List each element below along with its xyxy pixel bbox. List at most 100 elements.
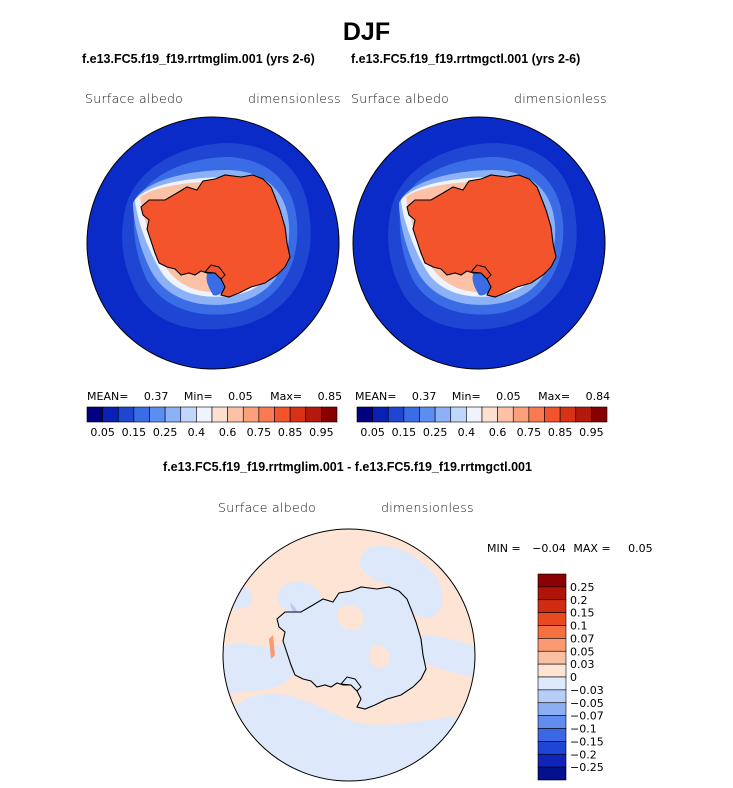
cbar-diff-tick-label: 0 bbox=[570, 671, 577, 684]
cbar-diff-swatch bbox=[537, 766, 567, 781]
cbar-2-tick-label: 0.95 bbox=[579, 426, 604, 439]
cbar-1-swatch bbox=[133, 406, 150, 423]
cbar-diff-tick-label: 0.1 bbox=[570, 620, 588, 633]
panel-1-stats: MEAN= 0.37 Min= 0.05 Max= 0.85 bbox=[87, 390, 342, 403]
cbar-2-swatch bbox=[544, 406, 561, 423]
cbar-1-tick-label: 0.05 bbox=[90, 426, 115, 439]
panel-2-max-value: 0.84 bbox=[585, 390, 611, 403]
diff-panel-stats: MIN = −0.04 MAX = 0.05 bbox=[487, 542, 653, 555]
panel-2-units-label: dimensionless bbox=[514, 91, 607, 106]
cbar-2-swatch bbox=[512, 406, 530, 423]
diff-panel-field-label: Surface albedo bbox=[218, 500, 317, 515]
cbar-diff-tick-label: 0.07 bbox=[570, 632, 595, 645]
cbar-diff-swatch bbox=[537, 715, 567, 729]
cbar-diff-swatch bbox=[537, 599, 567, 613]
cbar-1-tick-label: 0.95 bbox=[309, 426, 334, 439]
cbar-diff-tick-label: 0.15 bbox=[570, 607, 595, 620]
diff-panel-units-label: dimensionless bbox=[381, 500, 474, 515]
cbar-2-swatch bbox=[575, 406, 592, 423]
cbar-1-swatch bbox=[164, 406, 182, 423]
cbar-1-swatch bbox=[117, 406, 135, 423]
cbar-diff-tick-label: 0.25 bbox=[570, 581, 595, 594]
cbar-diff-tick-label: −0.1 bbox=[570, 723, 597, 736]
cbar-1-swatch bbox=[321, 406, 338, 423]
panel-2-mean-label: MEAN= bbox=[355, 390, 397, 403]
panel-1-field-label: Surface albedo bbox=[85, 91, 184, 106]
panel-2-min-label: Min= bbox=[451, 390, 481, 403]
cbar-1-swatch bbox=[180, 406, 197, 423]
cbar-1-swatch bbox=[86, 406, 103, 423]
cbar-diff-swatch bbox=[537, 741, 567, 755]
cbar-1-swatch bbox=[242, 406, 260, 423]
cbar-2-swatch bbox=[419, 406, 436, 423]
diff-panel-colorbar: 0.250.20.150.10.070.050.030−0.03−0.05−0.… bbox=[537, 573, 604, 781]
panel-1-units-label: dimensionless bbox=[248, 91, 341, 106]
cbar-diff-swatch bbox=[537, 689, 567, 704]
cbar-2-swatch bbox=[528, 406, 545, 423]
panel-2-stats: MEAN= 0.37 Min= 0.05 Max= 0.84 bbox=[355, 390, 610, 403]
diff-min-value: −0.04 bbox=[532, 542, 566, 555]
cbar-1-swatch bbox=[305, 406, 322, 423]
cbar-2-swatch bbox=[450, 406, 467, 423]
cbar-1-tick-label: 0.15 bbox=[122, 426, 147, 439]
cbar-1-tick-label: 0.85 bbox=[278, 426, 303, 439]
diff-max-value: 0.05 bbox=[628, 542, 653, 555]
cbar-1-swatch bbox=[211, 406, 228, 423]
cbar-diff-tick-label: −0.25 bbox=[570, 761, 604, 774]
cbar-2-swatch bbox=[559, 406, 577, 423]
cbar-diff-swatch bbox=[537, 753, 567, 768]
cbar-2-swatch bbox=[591, 406, 608, 423]
cbar-2-swatch bbox=[356, 406, 373, 423]
diff-min-label: MIN = bbox=[487, 542, 521, 555]
diff-panel-title: f.e13.FC5.f19_f19.rrtmglim.001 - f.e13.F… bbox=[163, 460, 532, 474]
cbar-2-swatch bbox=[497, 406, 514, 423]
cbar-diff-tick-label: −0.2 bbox=[570, 748, 597, 761]
cbar-2-tick-label: 0.05 bbox=[360, 426, 385, 439]
cbar-1-swatch bbox=[227, 406, 244, 423]
cbar-1-swatch bbox=[274, 406, 291, 423]
panel-1-mean-value: 0.37 bbox=[143, 390, 169, 403]
panel-1-max-value: 0.85 bbox=[317, 390, 343, 403]
cbar-1-tick-label: 0.4 bbox=[188, 426, 206, 439]
cbar-diff-swatch bbox=[537, 586, 567, 601]
cbar-diff-tick-label: 0.2 bbox=[570, 594, 588, 607]
cbar-1-swatch bbox=[258, 406, 275, 423]
cbar-1-swatch bbox=[196, 406, 213, 423]
panel-1-min-label: Min= bbox=[183, 390, 213, 403]
cbar-diff-tick-label: 0.03 bbox=[570, 658, 595, 671]
cbar-diff-swatch bbox=[537, 573, 567, 588]
cbar-diff-swatch bbox=[537, 650, 567, 665]
panel-1-title: f.e13.FC5.f19_f19.rrtmglim.001 (yrs 2-6) bbox=[82, 52, 315, 66]
panel-1-min-value: 0.05 bbox=[228, 390, 253, 403]
panel-2-colorbar: 0.05 0.15 0.25 0.4 0.6 0.75 0.85 0.95 bbox=[356, 406, 608, 439]
diff-panel-polar-map bbox=[222, 528, 476, 782]
cbar-1-tick-label: 0.25 bbox=[153, 426, 178, 439]
figure-title: DJF bbox=[342, 18, 391, 46]
cbar-diff-swatch bbox=[537, 702, 567, 716]
cbar-1-swatch bbox=[149, 406, 166, 423]
cbar-2-swatch bbox=[466, 406, 483, 423]
diff-max-label: MAX = bbox=[573, 542, 611, 555]
cbar-1-swatch bbox=[102, 406, 119, 423]
cbar-2-tick-label: 0.75 bbox=[517, 426, 542, 439]
panel-2-field-label: Surface albedo bbox=[351, 91, 450, 106]
cbar-1-tick-label: 0.6 bbox=[219, 426, 237, 439]
panel-2-polar-map bbox=[352, 116, 606, 370]
cbar-2-swatch bbox=[481, 406, 498, 423]
panel-2-min-value: 0.05 bbox=[496, 390, 521, 403]
cbar-2-tick-label: 0.6 bbox=[489, 426, 507, 439]
panel-2-title: f.e13.FC5.f19_f19.rrtmgctl.001 (yrs 2-6) bbox=[351, 52, 581, 66]
cbar-2-swatch bbox=[372, 406, 389, 423]
cbar-diff-tick-label: −0.07 bbox=[570, 710, 604, 723]
panel-2-max-label: Max= bbox=[538, 390, 571, 403]
cbar-diff-swatch bbox=[537, 612, 567, 626]
panel-1-polar-map bbox=[86, 116, 340, 370]
cbar-1-tick-label: 0.75 bbox=[247, 426, 272, 439]
cbar-2-swatch bbox=[387, 406, 405, 423]
panel-1-colorbar: 0.05 0.15 0.25 0.4 0.6 0.75 0.85 0.95 bbox=[86, 406, 338, 439]
cbar-diff-swatch bbox=[537, 676, 567, 691]
cbar-2-swatch bbox=[403, 406, 420, 423]
cbar-2-tick-label: 0.15 bbox=[392, 426, 417, 439]
panel-2-mean-value: 0.37 bbox=[411, 390, 437, 403]
cbar-diff-swatch bbox=[537, 625, 567, 639]
